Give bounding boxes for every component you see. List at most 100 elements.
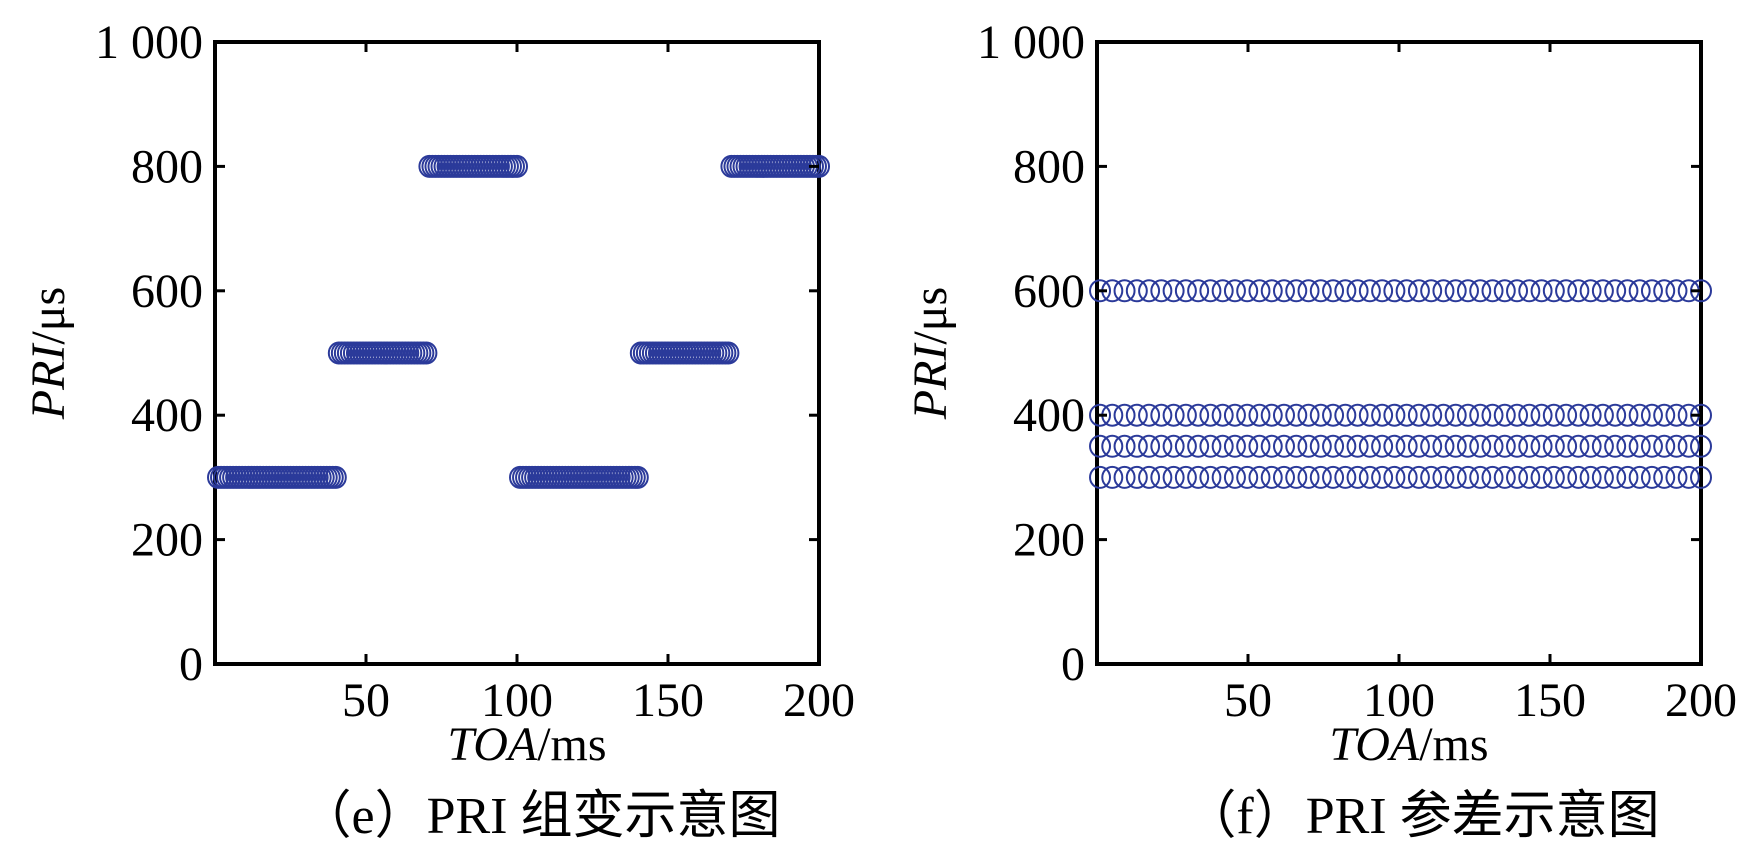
data-point — [1113, 403, 1136, 427]
data-point — [1236, 403, 1259, 427]
x-tick-label: 50 — [1224, 674, 1272, 727]
data-point — [1407, 434, 1430, 458]
x-tick-label: 200 — [783, 674, 855, 727]
data-point — [1150, 403, 1173, 427]
data-point — [1481, 279, 1504, 303]
x-tick-label: 100 — [1363, 674, 1435, 727]
data-point — [1432, 434, 1455, 458]
data-point — [1518, 434, 1541, 458]
data-point — [1260, 403, 1283, 427]
data-point — [1567, 279, 1590, 303]
y-ticks: 0 200 400 600 800 1 000 — [95, 16, 819, 691]
data-point — [1125, 403, 1148, 427]
data-point — [1481, 403, 1504, 427]
x-axis-var: TOA — [1329, 718, 1419, 771]
data-point — [1223, 465, 1246, 489]
y-axis-var: PRI — [22, 343, 75, 421]
data-point — [1174, 279, 1197, 303]
data-point — [1089, 403, 1112, 427]
x-axis-title: TOA/ms — [447, 718, 606, 771]
data-point — [1089, 465, 1112, 489]
data-point — [1334, 403, 1357, 427]
data-point — [1653, 434, 1676, 458]
data-point — [415, 341, 438, 365]
data-point — [1297, 434, 1320, 458]
x-ticks: 50 100 150 200 — [1224, 42, 1737, 727]
data-point — [1579, 434, 1602, 458]
data-point — [1469, 279, 1492, 303]
data-point — [1579, 465, 1602, 489]
data-point — [1383, 403, 1406, 427]
x-axis-unit: /ms — [1419, 718, 1488, 771]
y-tick-label: 1 000 — [95, 16, 203, 69]
data-point — [1640, 403, 1663, 427]
data-point — [1236, 465, 1259, 489]
data-point — [1567, 434, 1590, 458]
data-point — [1125, 465, 1148, 489]
data-point — [1665, 403, 1688, 427]
data-point — [1579, 279, 1602, 303]
chart-panel-f: 0 200 400 600 800 1 000 50 100 150 200 PRI/μs TO… — [904, 16, 1737, 845]
data-point — [1395, 434, 1418, 458]
data-point — [324, 465, 347, 489]
data-point — [1272, 465, 1295, 489]
data-point — [1469, 403, 1492, 427]
data-point — [1640, 434, 1663, 458]
panel-caption: （f）PRI 参差示意图 — [1184, 788, 1659, 845]
data-point — [1493, 403, 1516, 427]
data-point — [1150, 434, 1173, 458]
data-point — [1653, 403, 1676, 427]
data-point — [1432, 403, 1455, 427]
data-point — [1567, 465, 1590, 489]
data-point — [1174, 434, 1197, 458]
data-point — [1199, 434, 1222, 458]
data-point — [1297, 465, 1320, 489]
data-point — [1469, 434, 1492, 458]
data-point — [1616, 465, 1639, 489]
data-point — [1187, 434, 1210, 458]
y-tick-label: 600 — [1013, 265, 1085, 318]
data-point — [1530, 279, 1553, 303]
data-point — [1407, 403, 1430, 427]
data-point — [1493, 465, 1516, 489]
data-point — [1591, 465, 1614, 489]
y-tick-label: 0 — [179, 638, 203, 691]
data-point — [1322, 279, 1345, 303]
data-point — [1187, 279, 1210, 303]
data-point — [1211, 434, 1234, 458]
data-point — [1383, 279, 1406, 303]
data-point — [1640, 279, 1663, 303]
data-point — [1285, 403, 1308, 427]
y-axis-title: PRI/μs — [22, 287, 75, 420]
data-point — [1383, 434, 1406, 458]
data-point — [1493, 434, 1516, 458]
x-tick-label: 100 — [481, 674, 553, 727]
data-point — [1456, 434, 1479, 458]
data-point — [1223, 403, 1246, 427]
data-point — [1322, 434, 1345, 458]
data-point — [1358, 434, 1381, 458]
data-point — [1089, 434, 1112, 458]
data-point — [1285, 279, 1308, 303]
data-point — [1309, 279, 1332, 303]
data-point — [1506, 465, 1529, 489]
data-point — [1260, 279, 1283, 303]
data-point — [1395, 465, 1418, 489]
data-point — [506, 154, 528, 178]
y-axis-title: PRI/μs — [904, 287, 957, 420]
data-point — [1162, 403, 1185, 427]
data-point — [1272, 403, 1295, 427]
data-point — [1407, 465, 1430, 489]
data-point — [1444, 465, 1467, 489]
data-point — [1493, 279, 1516, 303]
data-point — [1555, 279, 1578, 303]
data-markers — [207, 154, 830, 489]
data-point — [1334, 465, 1357, 489]
panel-caption: （e）PRI 组变示意图 — [299, 788, 780, 845]
data-point — [1174, 465, 1197, 489]
data-point — [1530, 434, 1553, 458]
data-point — [1162, 465, 1185, 489]
data-point — [1199, 465, 1222, 489]
data-point — [1456, 403, 1479, 427]
data-point — [1665, 434, 1688, 458]
